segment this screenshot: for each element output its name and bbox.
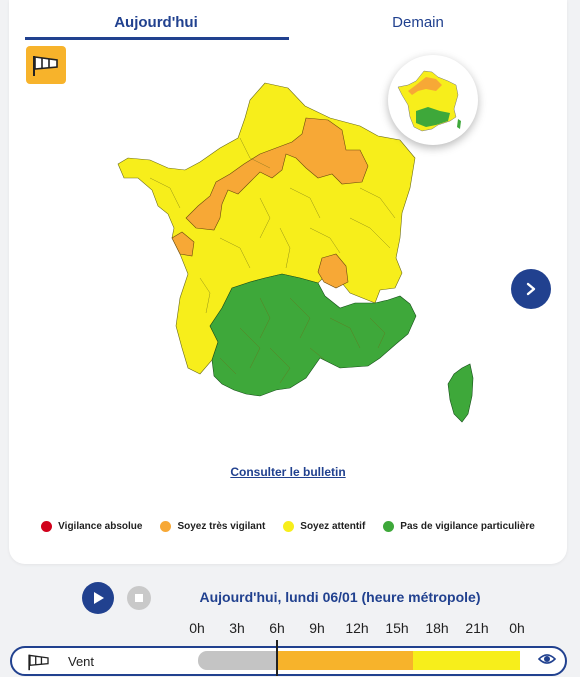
play-icon [94, 592, 104, 604]
minimap-button[interactable] [388, 55, 478, 145]
hour-label: 15h [385, 620, 409, 636]
timeline-label: Vent [68, 654, 95, 669]
timeline-track[interactable]: Vent [10, 640, 567, 676]
legend-label: Vigilance absolue [58, 521, 143, 532]
legend-item-red: Vigilance absolue [41, 521, 142, 532]
hour-label: 0h [189, 620, 205, 636]
phenomenon-badge[interactable] [26, 46, 66, 84]
map-region-orange-north[interactable] [185, 117, 369, 231]
map-region-corsica[interactable] [447, 363, 474, 423]
department-borders [149, 137, 396, 384]
bulletin-link[interactable]: Consulter le bulletin [230, 465, 346, 479]
windsock-icon [33, 56, 58, 76]
hour-label: 18h [425, 620, 449, 636]
legend-item-yellow: Soyez attentif [283, 521, 365, 532]
timeline-segment-yellow [413, 651, 520, 670]
legend-item-orange: Soyez très vigilant [160, 521, 265, 532]
legend-label: Pas de vigilance particulière [400, 521, 535, 532]
legend-item-green: Pas de vigilance particulière [383, 521, 535, 532]
minimap-france [397, 70, 461, 132]
timeline-segment-past [198, 651, 278, 670]
windsock-icon [28, 654, 49, 671]
france-vigilance-map[interactable] [110, 78, 480, 438]
chevron-right-icon [526, 282, 536, 296]
next-button[interactable] [511, 269, 551, 309]
tab-tomorrow[interactable]: Demain [392, 14, 444, 31]
hour-label: 0h [509, 620, 525, 636]
eye-icon[interactable] [538, 652, 556, 666]
hour-label: 21h [465, 620, 489, 636]
hour-label: 12h [345, 620, 369, 636]
hour-label: 9h [309, 620, 325, 636]
hour-label: 6h [269, 620, 285, 636]
timeline-segment-orange [278, 651, 413, 670]
play-button[interactable] [82, 582, 114, 614]
legend-dot-red [41, 521, 53, 532]
legend-dot-green [383, 521, 395, 532]
stop-icon [135, 594, 143, 602]
legend: Vigilance absolue Soyez très vigilant So… [0, 521, 576, 532]
map-region-green-south[interactable] [209, 273, 417, 397]
map-region-orange-west[interactable] [171, 231, 195, 257]
bulletin-wrap: Consulter le bulletin [230, 465, 346, 479]
legend-label: Soyez très vigilant [177, 521, 266, 532]
day-tabs: Aujourd'hui Demain [24, 0, 544, 40]
stop-button[interactable] [127, 586, 151, 610]
legend-dot-orange [160, 521, 172, 532]
legend-dot-yellow [283, 521, 295, 532]
hour-label: 3h [229, 620, 245, 636]
tab-today[interactable]: Aujourd'hui [114, 14, 198, 31]
map-region-orange-east[interactable] [317, 253, 349, 289]
tab-underline [25, 37, 289, 40]
timeline-cursor[interactable] [276, 640, 278, 676]
date-label: Aujourd'hui, lundi 06/01 (heure métropol… [199, 589, 481, 605]
legend-label: Soyez attentif [300, 521, 366, 532]
